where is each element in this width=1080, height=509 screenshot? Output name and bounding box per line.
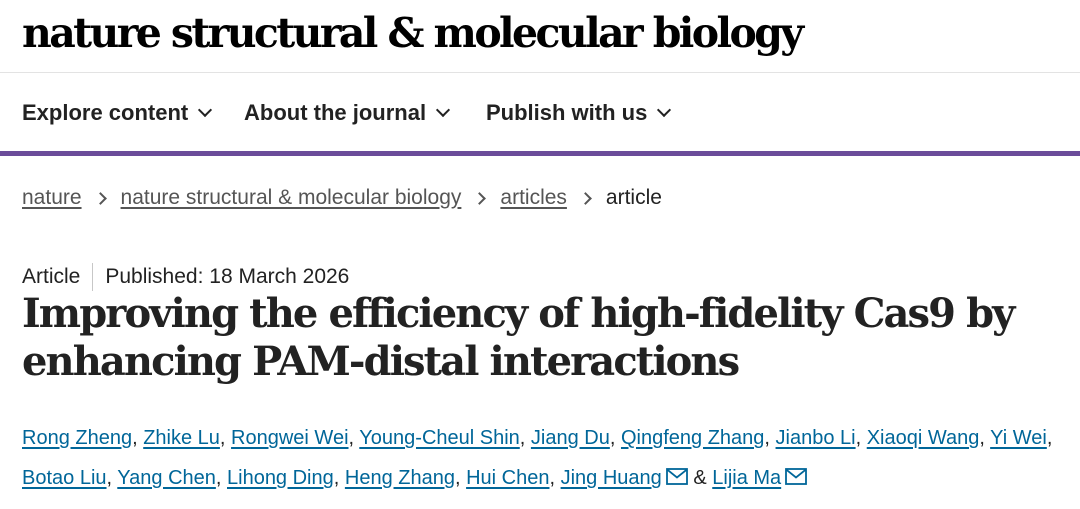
article-type: Article xyxy=(22,265,81,288)
author-item: Jianbo Li xyxy=(776,427,856,449)
author-link[interactable]: Botao Liu xyxy=(22,467,107,489)
article-title-line-1: Improving the efficiency of high-fidelit… xyxy=(22,290,1015,337)
chevron-down-icon xyxy=(657,102,672,118)
author-link[interactable]: Rong Zheng xyxy=(22,427,133,449)
nav-explore-content[interactable]: Explore content xyxy=(22,100,213,126)
breadcrumb: nature nature structural & molecular bio… xyxy=(22,186,662,210)
breadcrumb-nature[interactable]: nature xyxy=(22,186,82,209)
nav-about-journal[interactable]: About the journal xyxy=(244,100,451,126)
author-item: Lihong Ding xyxy=(227,467,334,489)
author-ampersand: & xyxy=(693,467,707,489)
main-nav: Explore content About the journal Publis… xyxy=(0,74,1080,151)
journal-logo[interactable]: nature structural & molecular biology xyxy=(22,9,804,57)
nav-publish-with-us[interactable]: Publish with us xyxy=(486,100,672,126)
author-item: Jing Huang xyxy=(561,467,688,489)
breadcrumb-current: article xyxy=(605,186,662,209)
author-link[interactable]: Hui Chen xyxy=(466,467,550,489)
chevron-right-icon xyxy=(579,191,592,205)
chevron-right-icon xyxy=(473,191,487,205)
author-link[interactable]: Jiang Du xyxy=(530,427,610,449)
author-link[interactable]: Rongwei Wei xyxy=(231,427,349,449)
publication-date: Published: 18 March 2026 xyxy=(105,265,350,288)
author-item: Yi Wei xyxy=(990,427,1047,449)
article-meta: Article Published: 18 March 2026 xyxy=(22,263,349,291)
nav-item-label: Publish with us xyxy=(486,100,648,125)
breadcrumb-journal[interactable]: nature structural & molecular biology xyxy=(120,186,462,209)
author-link[interactable]: Zhike Lu xyxy=(143,427,220,449)
breadcrumb-articles[interactable]: articles xyxy=(500,186,567,209)
author-item: Yang Chen xyxy=(117,467,216,489)
author-link[interactable]: Lihong Ding xyxy=(227,467,334,489)
nav-item-label: About the journal xyxy=(244,100,427,125)
author-item: Rong Zheng xyxy=(22,427,132,449)
chevron-right-icon xyxy=(93,191,107,205)
author-item: Zhike Lu xyxy=(143,427,220,449)
article-title-line-2: enhancing PAM-distal interactions xyxy=(22,338,740,385)
chevron-down-icon xyxy=(198,102,213,118)
author-link[interactable]: Jianbo Li xyxy=(775,427,856,449)
author-item: Botao Liu xyxy=(22,467,107,489)
author-item: Hui Chen xyxy=(466,467,549,489)
author-link[interactable]: Xiaoqi Wang xyxy=(866,427,980,449)
author-item: Lijia Ma xyxy=(712,467,808,489)
author-link[interactable]: Yi Wei xyxy=(990,427,1047,449)
author-item: Xiaoqi Wang xyxy=(867,427,980,449)
author-item: Qingfeng Zhang xyxy=(621,427,764,449)
author-link[interactable]: Heng Zhang xyxy=(344,467,455,489)
author-link[interactable]: Young-Cheul Shin xyxy=(359,427,520,449)
author-link[interactable]: Jing Huang xyxy=(560,467,662,489)
author-item: Young-Cheul Shin xyxy=(359,427,520,449)
mail-icon[interactable] xyxy=(665,468,688,485)
nav-item-label: Explore content xyxy=(22,100,189,125)
mail-icon[interactable] xyxy=(785,468,808,485)
author-item: Rongwei Wei xyxy=(231,427,348,449)
author-item: Heng Zhang xyxy=(345,467,455,489)
author-list: Rong Zheng, Zhike Lu, Rongwei Wei, Young… xyxy=(22,427,1053,489)
masthead: nature structural & molecular biology xyxy=(0,0,1080,73)
author-link[interactable]: Lijia Ma xyxy=(712,467,782,489)
chevron-down-icon xyxy=(436,102,451,118)
author-item: Jiang Du xyxy=(531,427,610,449)
meta-divider xyxy=(92,263,94,291)
article-title: Improving the efficiency of high-fidelit… xyxy=(22,290,1022,386)
author-link[interactable]: Yang Chen xyxy=(117,467,216,489)
author-link[interactable]: Qingfeng Zhang xyxy=(620,427,765,449)
nav-accent-rule xyxy=(0,151,1080,156)
